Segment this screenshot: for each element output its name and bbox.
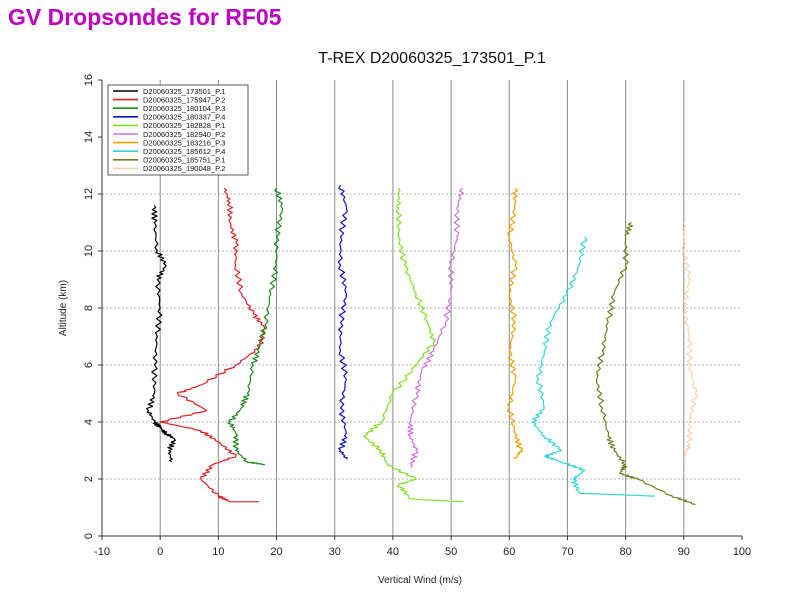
x-tick-label: 50 [445,546,457,558]
series-line-1 [146,205,176,463]
series-line-7 [506,187,524,460]
x-tick-label: 20 [270,546,282,558]
legend-entry: D20060325_175947_P.2 [143,95,225,104]
y-tick-label: 10 [83,245,95,257]
x-axis-label: Vertical Wind (m/s) [378,575,462,586]
legend-entry: D20060325_185751_P.1 [143,156,225,165]
chart-title: T-REX D20060325_173501_P.1 [318,50,546,67]
series-line-2 [159,187,266,503]
series-line-9 [595,221,696,506]
series-line-4 [337,185,348,460]
series-line-3 [227,187,283,466]
y-tick-label: 14 [83,131,95,143]
y-tick-label: 0 [83,533,95,539]
legend-entry: D20060325_183216_P.3 [143,138,225,147]
legend-entry: D20060325_180104_P.3 [143,104,225,113]
y-tick-label: 2 [83,476,95,482]
slide-title: GV Dropsondes for RF05 [8,4,282,30]
legend-entry: D20060325_190048_P.2 [143,164,225,173]
legend: D20060325_173501_P.1D20060325_175947_P.2… [107,84,249,176]
y-axis-label: Altitude (km) [58,280,69,336]
x-tick-label: 0 [157,546,163,558]
x-tick-label: 70 [561,546,573,558]
y-tick-label: 4 [83,419,95,425]
y-tick-label: 12 [83,188,95,200]
x-tick-label: 40 [387,546,399,558]
legend-entry: D20060325_173501_P.1 [143,87,225,96]
x-tick-label: 80 [620,546,632,558]
x-tick-label: 60 [503,546,515,558]
legend-entry: D20060325_182828_P.1 [143,121,225,130]
series-line-8 [531,236,655,497]
x-tick-label: 30 [329,546,341,558]
x-tick-label: 100 [733,546,751,558]
series-line-5 [363,188,463,503]
series-lines [146,185,698,506]
y-tick-label: 8 [83,305,95,311]
y-tick-label: 16 [83,74,95,86]
x-tick-label: 10 [212,546,224,558]
series-line-6 [407,187,464,468]
legend-entry: D20060325_185612_P.4 [143,147,225,156]
y-tick-label: 6 [83,362,95,368]
series-line-10 [681,222,698,457]
axes: -10 0 10 20 30 40 50 60 70 80 90 100 0 2 4 6 8 10 12 14 16 [83,74,751,558]
legend-entry: D20060325_182940_P.2 [143,130,225,139]
x-tick-label: -10 [94,546,110,558]
x-tick-label: 90 [678,546,690,558]
legend-entry: D20060325_180337_P.4 [143,113,225,122]
